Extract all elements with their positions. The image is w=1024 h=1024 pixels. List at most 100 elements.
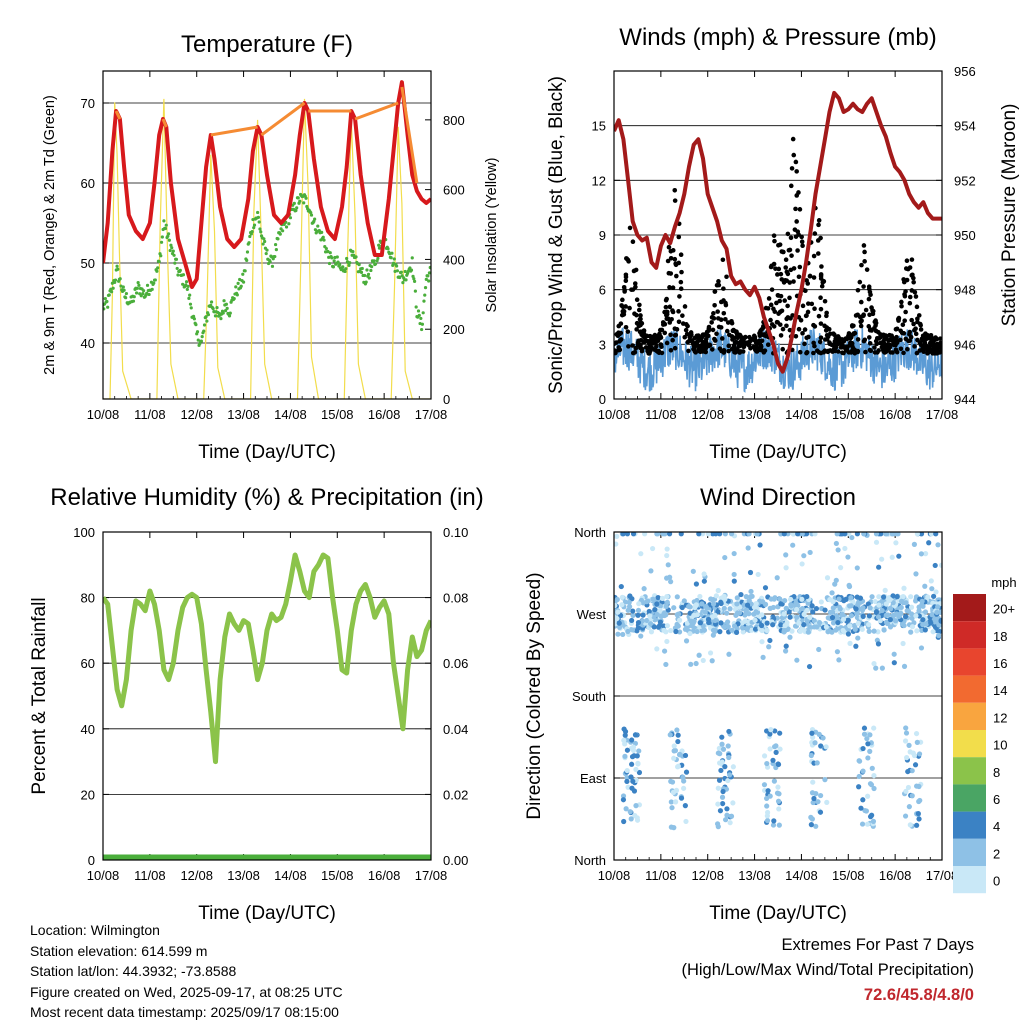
direction-point	[635, 619, 642, 626]
gust-point	[776, 266, 782, 272]
gust-point	[619, 312, 625, 318]
direction-point	[810, 799, 816, 806]
direction-point	[767, 731, 773, 737]
dewpoint-point	[245, 250, 250, 254]
direction-point	[902, 738, 909, 744]
direction-point	[783, 605, 789, 611]
direction-point	[664, 599, 670, 605]
direction-point	[625, 607, 631, 613]
direction-point	[614, 533, 620, 539]
dewpoint-point	[153, 278, 157, 282]
dewpoint-point	[111, 286, 115, 290]
direction-point	[913, 730, 920, 737]
direction-point	[818, 599, 824, 605]
gust-point	[703, 332, 709, 338]
gust-point	[774, 300, 779, 306]
gust-point	[632, 350, 638, 355]
winds-y2tick-label: 954	[954, 119, 976, 134]
direction-point	[766, 644, 772, 650]
direction-point	[689, 620, 695, 626]
gust-point	[697, 347, 702, 353]
temperature-9m-line	[354, 101, 399, 121]
gust-point	[913, 326, 918, 331]
direction-point	[917, 797, 923, 804]
gust-point	[636, 338, 641, 344]
gust-point	[703, 349, 709, 355]
gust-point	[818, 321, 824, 326]
direction-point	[625, 628, 631, 635]
gust-point	[907, 332, 912, 337]
direction-point	[721, 605, 727, 611]
dewpoint-point	[258, 227, 262, 231]
dewpoint-point	[259, 230, 263, 234]
direction-point	[873, 532, 880, 537]
dewpoint-point	[156, 266, 160, 270]
dewpoint-point	[276, 237, 280, 241]
direction-point	[796, 620, 802, 626]
dewpoint-point	[107, 293, 111, 297]
temperature-ytick-label: 70	[81, 96, 95, 111]
direction-point	[930, 629, 936, 635]
gust-point	[632, 281, 638, 286]
dewpoint-point	[324, 246, 328, 251]
gust-point	[821, 279, 827, 284]
legend-swatch	[953, 838, 986, 866]
gust-point	[778, 333, 784, 338]
direction-point	[860, 768, 866, 774]
dewpoint-point	[370, 265, 374, 269]
direction-point	[810, 779, 816, 785]
direction-point	[674, 594, 680, 600]
dewpoint-point	[287, 222, 291, 226]
gust-point	[784, 269, 790, 275]
gust-point	[769, 322, 775, 327]
direction-point	[827, 596, 833, 603]
direction-point	[932, 562, 938, 569]
gust-point	[904, 277, 910, 283]
dewpoint-point	[309, 213, 314, 217]
direction-point	[709, 597, 715, 603]
gust-point	[709, 320, 714, 325]
dewpoint-point	[136, 280, 140, 285]
temperature-xtick-label: 10/08	[87, 407, 120, 422]
direction-point	[903, 730, 910, 736]
gust-point	[673, 262, 679, 268]
direction-point	[718, 620, 724, 626]
direction-point	[845, 554, 851, 560]
gust-point	[811, 350, 816, 356]
direction-panel: 10/08 11/08 12/08 13/08 14/08 15/08 16/08 17/08…	[572, 525, 958, 883]
direction-point	[727, 606, 733, 612]
direction-point	[632, 813, 638, 819]
gust-point	[724, 328, 730, 334]
direction-point	[914, 532, 920, 537]
direction-xlabel: Time (Day/UTC)	[709, 903, 847, 924]
dewpoint-point	[131, 299, 136, 303]
gust-point	[840, 350, 845, 356]
gust-point	[881, 345, 887, 351]
direction-point	[883, 612, 889, 618]
gust-point	[816, 313, 822, 319]
winds-ytick-label: 6	[599, 283, 606, 298]
direction-point	[716, 745, 722, 751]
gust-point	[768, 302, 774, 308]
gust-point	[788, 235, 794, 241]
dewpoint-point	[321, 235, 325, 239]
direction-point	[629, 737, 635, 743]
gust-point	[664, 309, 670, 315]
gust-point	[756, 346, 761, 351]
direction-point	[624, 747, 631, 753]
dewpoint-point	[168, 248, 172, 253]
direction-point	[867, 814, 874, 820]
winds-y2tick-label: 948	[954, 283, 976, 298]
gust-point	[659, 327, 665, 333]
direction-point	[922, 551, 929, 557]
recent-text: Most recent data timestamp: 2025/09/17 0…	[30, 1004, 339, 1020]
gust-point	[867, 341, 873, 346]
dewpoint-point	[423, 286, 428, 290]
direction-point	[838, 565, 844, 571]
direction-point	[683, 818, 689, 825]
gust-point	[637, 329, 643, 335]
direction-point	[879, 556, 885, 562]
direction-point	[651, 624, 657, 630]
dewpoint-point	[162, 219, 166, 223]
gust-point	[872, 345, 877, 350]
